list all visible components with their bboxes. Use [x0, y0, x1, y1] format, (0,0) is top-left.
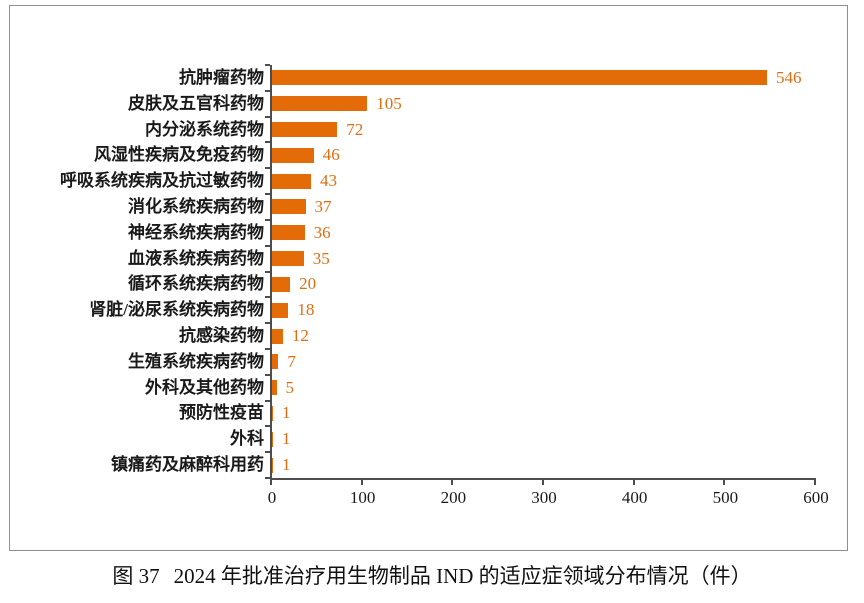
- figure-number: 图 37: [112, 564, 160, 588]
- y-axis-tick: [265, 373, 270, 376]
- bar: [272, 147, 314, 163]
- category-label: 内分泌系统药物: [145, 119, 264, 139]
- bar: [272, 199, 306, 215]
- category-label: 抗肿瘤药物: [179, 67, 264, 87]
- y-axis-line: [270, 65, 272, 480]
- figure-caption: 图 37 2024 年批准治疗用生物制品 IND 的适应症领域分布情况（件）: [0, 560, 864, 590]
- bar: [272, 122, 338, 138]
- y-axis-tick: [265, 64, 270, 66]
- x-axis-tick-label: 500: [712, 488, 739, 507]
- y-axis-tick: [265, 167, 270, 170]
- value-label: 7: [287, 351, 296, 371]
- bar: [272, 380, 277, 396]
- value-label: 1: [282, 455, 291, 475]
- y-axis-tick: [265, 347, 270, 350]
- category-label: 预防性疫苗: [179, 403, 264, 423]
- category-label: 生殖系统疾病药物: [128, 351, 264, 371]
- value-label: 36: [313, 222, 331, 242]
- value-label: 37: [314, 196, 332, 216]
- figure-title: 2024 年批准治疗用生物制品 IND 的适应症领域分布情况（件）: [173, 564, 752, 588]
- y-axis-tick: [265, 218, 270, 221]
- figure-border: [9, 5, 848, 551]
- y-axis-tick: [265, 89, 270, 92]
- category-label: 消化系统疾病药物: [128, 196, 264, 216]
- bar: [272, 354, 279, 370]
- y-axis-tick: [265, 477, 270, 479]
- x-axis-tick: [270, 480, 272, 485]
- x-axis-tick: [723, 480, 726, 485]
- y-axis-tick: [265, 193, 270, 196]
- value-label: 43: [319, 171, 337, 191]
- value-label: 72: [346, 119, 364, 139]
- x-axis-tick: [542, 480, 544, 485]
- bar: [272, 173, 311, 189]
- x-axis-tick: [814, 480, 816, 485]
- category-label: 循环系统疾病药物: [128, 274, 264, 294]
- x-axis-line: [270, 478, 816, 480]
- category-label: 神经系统疾病药物: [128, 222, 264, 242]
- x-axis-tick-label: 0: [267, 488, 277, 507]
- y-axis-tick: [265, 399, 270, 402]
- value-label: 20: [299, 274, 317, 294]
- value-label: 12: [291, 326, 309, 346]
- bar: [272, 276, 291, 292]
- x-axis-tick: [360, 480, 363, 485]
- bar: [272, 96, 368, 112]
- y-axis-tick: [265, 115, 270, 118]
- y-axis-tick: [265, 141, 270, 144]
- bar: [272, 405, 273, 421]
- category-label: 抗感染药物: [179, 326, 264, 346]
- value-label: 35: [312, 248, 330, 268]
- bar: [272, 225, 305, 241]
- bar: [272, 457, 273, 473]
- bar: [272, 431, 273, 447]
- y-axis-tick: [265, 322, 270, 325]
- value-label: 105: [376, 93, 402, 113]
- x-axis-tick: [632, 480, 635, 485]
- category-label: 外科及其他药物: [145, 377, 264, 397]
- x-axis-tick-label: 300: [531, 488, 557, 507]
- category-label: 风湿性疾病及免疫药物: [94, 145, 264, 165]
- value-label: 18: [297, 300, 315, 320]
- value-label: 1: [282, 403, 291, 423]
- bar: [272, 302, 289, 318]
- category-label: 外科: [230, 429, 264, 449]
- x-axis-tick-label: 400: [621, 488, 648, 507]
- category-label: 肾脏/泌尿系统疾病药物: [89, 300, 264, 320]
- bar: [272, 328, 283, 344]
- x-axis-tick-label: 100: [349, 488, 376, 507]
- value-label: 1: [282, 429, 291, 449]
- category-label: 皮肤及五官科药物: [128, 93, 264, 113]
- x-axis-tick: [451, 480, 454, 485]
- y-axis-tick: [265, 296, 270, 299]
- category-label: 血液系统疾病药物: [128, 248, 264, 268]
- x-axis-tick-label: 200: [440, 488, 467, 507]
- y-axis-tick: [265, 244, 270, 247]
- y-axis-tick: [265, 451, 270, 454]
- y-axis-tick: [265, 270, 270, 273]
- value-label: 546: [776, 67, 802, 87]
- value-label: 46: [322, 145, 340, 165]
- x-axis-tick-label: 600: [803, 488, 829, 507]
- value-label: 5: [285, 377, 295, 397]
- category-label: 呼吸系统疾病及抗过敏药物: [60, 171, 264, 191]
- bar: [272, 251, 304, 267]
- category-label: 镇痛药及麻醉科用药: [111, 455, 264, 475]
- y-axis-tick: [265, 425, 270, 428]
- bar: [272, 70, 768, 86]
